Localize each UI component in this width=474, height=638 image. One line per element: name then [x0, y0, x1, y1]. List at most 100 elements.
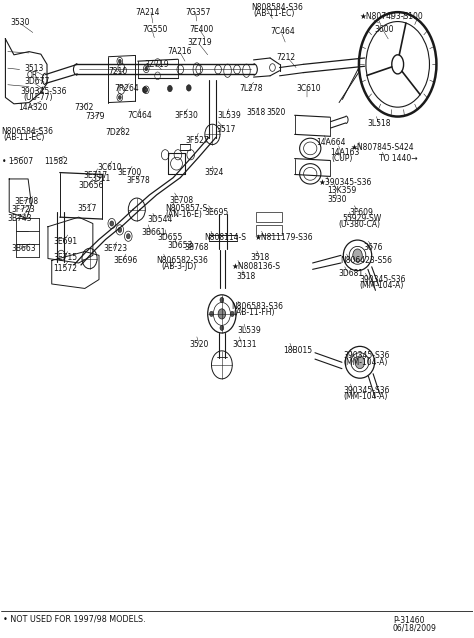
Text: 7302: 7302 — [74, 103, 93, 112]
Text: 3E723: 3E723 — [104, 244, 128, 253]
Text: • 15607: • 15607 — [1, 156, 33, 166]
Text: 06/18/2009: 06/18/2009 — [393, 623, 437, 632]
Circle shape — [127, 234, 130, 239]
Text: (AB-11-EC): (AB-11-EC) — [3, 133, 45, 142]
Text: 3L518: 3L518 — [367, 119, 391, 128]
Text: 3513: 3513 — [24, 64, 44, 73]
Text: 3E708: 3E708 — [170, 196, 194, 205]
Circle shape — [118, 96, 121, 100]
Text: 3D681: 3D681 — [338, 269, 364, 278]
Text: 3518: 3518 — [250, 253, 270, 262]
Text: 14A320: 14A320 — [18, 103, 48, 112]
Text: (AN-16-E): (AN-16-E) — [165, 210, 202, 219]
Text: 3C131: 3C131 — [232, 340, 257, 349]
Text: 3517: 3517 — [216, 125, 236, 134]
Text: 390345-S36: 390345-S36 — [20, 87, 67, 96]
Circle shape — [167, 85, 172, 92]
Text: 3F578: 3F578 — [126, 175, 150, 185]
Text: 3C610: 3C610 — [98, 163, 122, 172]
Text: 3L539: 3L539 — [237, 326, 261, 335]
Text: 7210: 7210 — [109, 68, 128, 77]
Text: 3F723: 3F723 — [11, 205, 35, 214]
Text: 3E717: 3E717 — [83, 170, 108, 180]
Text: OR: OR — [27, 71, 38, 80]
Text: 14A664: 14A664 — [317, 138, 346, 147]
Circle shape — [145, 88, 148, 92]
Circle shape — [118, 59, 121, 63]
Text: 3F530: 3F530 — [174, 111, 199, 120]
Text: 7A216: 7A216 — [167, 47, 191, 56]
Text: 3D677: 3D677 — [24, 77, 50, 86]
Circle shape — [220, 297, 224, 302]
Text: 3Z719: 3Z719 — [187, 38, 212, 47]
Text: 3518: 3518 — [236, 272, 255, 281]
Text: 3530: 3530 — [10, 19, 30, 27]
Text: N806584-S36: N806584-S36 — [1, 127, 54, 136]
Text: 7R264: 7R264 — [114, 84, 139, 93]
Text: 7C464: 7C464 — [270, 27, 295, 36]
Text: TO 1440→: TO 1440→ — [379, 154, 418, 163]
Circle shape — [220, 325, 224, 330]
Circle shape — [353, 249, 362, 262]
Text: 3530: 3530 — [328, 195, 347, 204]
Text: 3E700: 3E700 — [118, 168, 142, 177]
Text: ★N807493-S100: ★N807493-S100 — [360, 12, 424, 21]
Text: • NOT USED FOR 1997/98 MODELS.: • NOT USED FOR 1997/98 MODELS. — [3, 615, 146, 624]
Text: (UU-77): (UU-77) — [23, 93, 53, 102]
Text: 11572: 11572 — [54, 263, 78, 272]
Text: (MM-104-A): (MM-104-A) — [343, 392, 388, 401]
Circle shape — [118, 227, 122, 232]
Text: 3B663: 3B663 — [11, 244, 36, 253]
Text: 390345-S36: 390345-S36 — [359, 275, 405, 284]
Text: 3D544: 3D544 — [147, 215, 173, 224]
Text: 3B768: 3B768 — [184, 242, 209, 251]
Text: 3D656: 3D656 — [79, 181, 104, 190]
Text: 7G550: 7G550 — [143, 25, 168, 34]
Text: 3Z719: 3Z719 — [145, 60, 170, 69]
Text: (MM-104-A): (MM-104-A) — [343, 358, 388, 367]
Text: 390345-S36: 390345-S36 — [343, 386, 390, 395]
Text: 7379: 7379 — [86, 112, 105, 121]
Text: 3676: 3676 — [364, 243, 383, 252]
Text: 3E695: 3E695 — [204, 207, 228, 216]
Text: 3F609: 3F609 — [349, 207, 374, 216]
Text: 3B743: 3B743 — [8, 214, 32, 223]
Text: N806423-S56: N806423-S56 — [340, 256, 392, 265]
Text: 3524: 3524 — [205, 168, 224, 177]
Text: 11582: 11582 — [44, 156, 68, 166]
Circle shape — [186, 85, 191, 91]
Text: 3D655: 3D655 — [157, 233, 183, 242]
Circle shape — [110, 221, 114, 226]
Bar — [256, 212, 282, 222]
Text: 3L539: 3L539 — [217, 111, 241, 120]
Circle shape — [230, 311, 234, 316]
Text: 3518: 3518 — [246, 108, 266, 117]
Text: 3520: 3520 — [266, 108, 286, 117]
Text: P-31460: P-31460 — [393, 616, 424, 625]
Text: 13K359: 13K359 — [327, 186, 356, 195]
Text: 3D653: 3D653 — [167, 241, 192, 249]
Text: 14A163: 14A163 — [330, 148, 360, 157]
Text: 3E708: 3E708 — [14, 197, 38, 205]
Text: 3C610: 3C610 — [296, 84, 321, 93]
Text: (U-380-CA): (U-380-CA) — [338, 220, 381, 229]
Circle shape — [218, 309, 226, 319]
Text: (AB-11-EC): (AB-11-EC) — [254, 9, 295, 18]
Text: ★390345-S36: ★390345-S36 — [318, 178, 372, 188]
Text: 18B015: 18B015 — [283, 346, 312, 355]
Text: 3E696: 3E696 — [113, 256, 137, 265]
Text: ★N811179-S36: ★N811179-S36 — [255, 233, 314, 242]
Text: 3F527: 3F527 — [185, 137, 209, 145]
Text: 7C464: 7C464 — [128, 111, 152, 120]
Text: ★N807845-S424: ★N807845-S424 — [350, 143, 414, 152]
Text: (CUP): (CUP) — [331, 154, 353, 163]
Text: 3B661: 3B661 — [142, 228, 166, 237]
Text: 3E715: 3E715 — [54, 253, 78, 262]
Circle shape — [210, 311, 213, 316]
Text: 3511: 3511 — [91, 174, 111, 184]
Text: N808114-S: N808114-S — [204, 233, 246, 242]
Circle shape — [145, 67, 148, 71]
Text: 3600: 3600 — [374, 25, 393, 34]
Text: 7E400: 7E400 — [190, 25, 214, 34]
Text: 390345-S36: 390345-S36 — [343, 352, 390, 360]
